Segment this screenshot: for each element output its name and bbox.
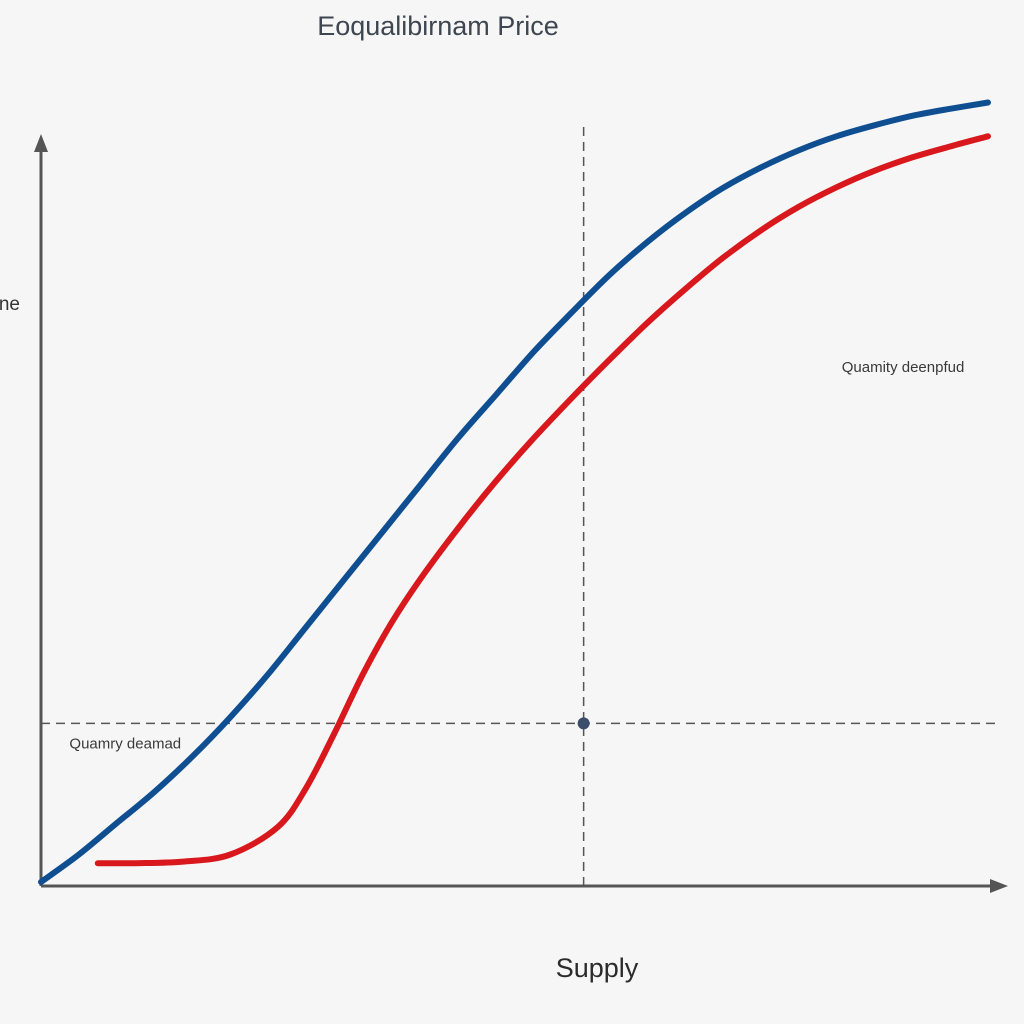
x-axis-label: Supply (556, 953, 639, 983)
series-line-1 (38, 99, 991, 885)
series-line-2 (94, 133, 991, 867)
annotation-2: Quamry deamad (69, 736, 181, 753)
annotation-1: Quamity deenpfud (842, 359, 965, 376)
equilibrium-guides (41, 127, 998, 890)
x-axis-arrowhead (990, 879, 1008, 893)
annotations-layer: Quamity deenpfud Quamry deamad (69, 359, 964, 753)
equilibrium-point (577, 717, 590, 730)
y-axis-arrowhead (34, 134, 48, 152)
y-axis-label: ne (0, 294, 20, 315)
axes (34, 134, 1008, 893)
chart-title: Eoqualibirnam Price (317, 11, 559, 41)
series-layer (38, 99, 991, 885)
